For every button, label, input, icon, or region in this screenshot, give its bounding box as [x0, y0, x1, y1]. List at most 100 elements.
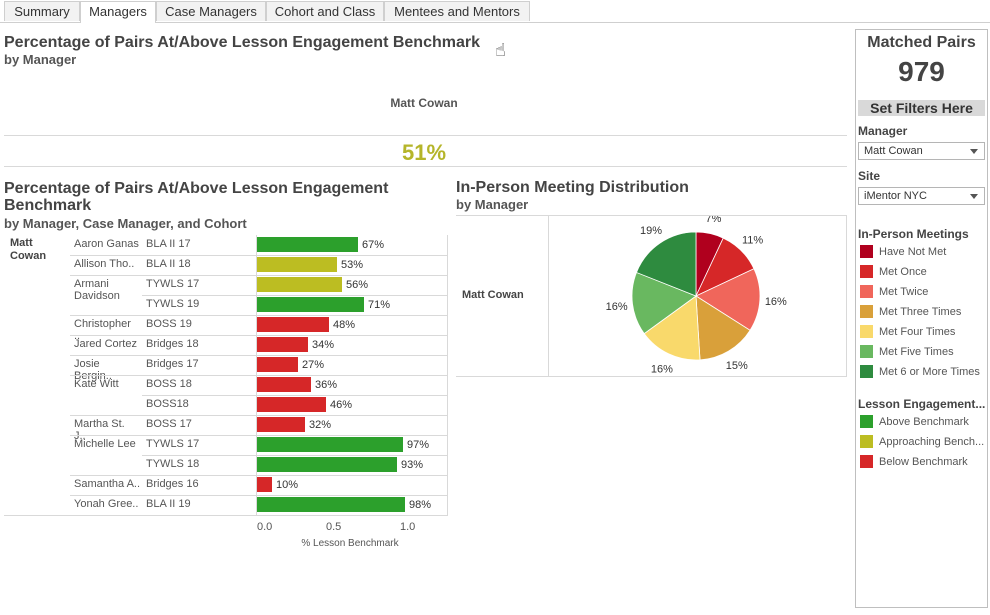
row-divider	[70, 315, 447, 316]
case-manager-label: Michelle Lee	[74, 438, 136, 450]
cohort-label: BLA II 19	[146, 498, 191, 510]
bar[interactable]	[257, 377, 311, 392]
pie-slice[interactable]	[695, 295, 751, 361]
cohort-label: TYWLS 17	[146, 278, 200, 290]
tab-cohort-and-class[interactable]: Cohort and Class	[266, 1, 384, 21]
pie-slice-label: 19%	[640, 225, 662, 237]
case-manager-label: Yonah Gree..	[74, 498, 139, 510]
legend-label: Have Not Met	[879, 246, 947, 258]
row-divider	[70, 435, 447, 436]
pie-panel-row-label: Matt Cowan	[462, 289, 524, 301]
manager-dropdown[interactable]: Matt Cowan	[858, 142, 985, 160]
cohort-label: TYWLS 19	[146, 298, 200, 310]
bar-value-label: 56%	[346, 279, 369, 291]
pie-slice-label: 16%	[765, 296, 787, 308]
bar-value-label: 71%	[368, 299, 391, 311]
top-panel-value[interactable]: 51%	[401, 140, 447, 165]
manager-dropdown-value: Matt Cowan	[864, 145, 923, 157]
bar[interactable]	[257, 277, 342, 292]
hand-cursor-icon: ☝	[495, 40, 506, 60]
case-manager-label: Samantha A..	[74, 478, 141, 490]
x-tick-label: 0.0	[257, 521, 273, 533]
legend-swatch	[860, 245, 873, 258]
legend-label: Met Once	[879, 266, 927, 278]
bar[interactable]	[257, 497, 405, 512]
legend-swatch	[860, 435, 873, 448]
matched-pairs-value: 979	[898, 56, 945, 87]
cohort-label: Bridges 18	[146, 338, 199, 350]
divider	[447, 235, 448, 516]
pie-chart: 7% 11% 16% 15% 16% 16% 19%	[606, 216, 787, 375]
site-dropdown[interactable]: iMentor NYC	[858, 187, 985, 205]
legend-label: Met 6 or More Times	[879, 366, 980, 378]
legend-swatch	[860, 455, 873, 468]
bar-value-label: 32%	[309, 419, 332, 431]
divider	[548, 215, 549, 377]
pie-slice[interactable]	[695, 268, 761, 331]
legend-swatch	[860, 305, 873, 318]
divider	[456, 215, 847, 216]
pie-slice[interactable]	[631, 271, 697, 335]
pie-panel-title: In-Person Meeting Distribution	[456, 179, 689, 196]
bar-value-label: 46%	[330, 399, 353, 411]
bar[interactable]	[257, 297, 364, 312]
meetings-legend-title: In-Person Meetings	[858, 227, 969, 241]
bar-value-label: 27%	[302, 359, 325, 371]
site-filter-label: Site	[858, 169, 881, 183]
bar[interactable]	[257, 317, 329, 332]
tab-bar: Summary Managers Case Managers Cohort an…	[0, 0, 990, 23]
bar-panel-title-line1: Percentage of Pairs At/Above Lesson Enga…	[4, 180, 389, 197]
bar[interactable]	[257, 477, 272, 492]
bar[interactable]	[257, 397, 326, 412]
bar-value-label: 98%	[409, 499, 432, 511]
divider	[4, 515, 447, 516]
legend-swatch	[860, 285, 873, 298]
case-manager-label: Armani Davidson	[74, 278, 120, 302]
cohort-label: BOSS 18	[146, 378, 192, 390]
row-divider	[70, 415, 447, 416]
bar[interactable]	[257, 417, 305, 432]
legend-label: Approaching Bench...	[879, 436, 985, 448]
cohort-label: Bridges 16	[146, 478, 199, 490]
row-divider	[142, 295, 447, 296]
row-divider	[70, 475, 447, 476]
row-divider	[70, 255, 447, 256]
cohort-label: BLA II 18	[146, 258, 191, 270]
row-divider	[70, 355, 447, 356]
bar[interactable]	[257, 237, 358, 252]
divider	[456, 376, 847, 377]
bar[interactable]	[257, 337, 308, 352]
bar-value-label: 93%	[401, 459, 424, 471]
top-panel-title: Percentage of Pairs At/Above Lesson Enga…	[4, 34, 480, 51]
divider	[4, 135, 847, 136]
bar[interactable]	[257, 257, 337, 272]
x-axis-title: % Lesson Benchmark	[301, 538, 399, 549]
row-divider	[70, 335, 447, 336]
bar-value-label: 36%	[315, 379, 338, 391]
tab-managers[interactable]: Managers	[80, 1, 156, 23]
tab-mentees-and-mentors[interactable]: Mentees and Mentors	[384, 1, 530, 21]
row-divider	[70, 375, 447, 376]
set-filters-button[interactable]: Set Filters Here	[858, 100, 985, 116]
legend-swatch	[860, 325, 873, 338]
legend-label: Above Benchmark	[879, 416, 969, 428]
bar[interactable]	[257, 437, 403, 452]
chevron-down-icon	[970, 194, 978, 199]
pie-slice[interactable]	[643, 295, 701, 361]
tab-case-managers[interactable]: Case Managers	[156, 1, 266, 21]
pie-slice-label: 16%	[651, 363, 673, 375]
x-tick-label: 0.5	[326, 521, 342, 533]
manager-filter-label: Manager	[858, 124, 908, 138]
top-panel-subtitle: by Manager	[4, 52, 77, 67]
row-divider	[70, 495, 447, 496]
cohort-label: BOSS18	[146, 398, 189, 410]
divider	[4, 166, 847, 167]
bar[interactable]	[257, 357, 298, 372]
pie-slice[interactable]	[635, 231, 697, 297]
legend-swatch	[860, 265, 873, 278]
legend-label: Met Five Times	[879, 346, 954, 358]
bar-panel-title-line2: Benchmark	[4, 197, 92, 214]
bar[interactable]	[257, 457, 397, 472]
cohort-label: BLA II 17	[146, 238, 191, 250]
tab-summary[interactable]: Summary	[4, 1, 80, 21]
